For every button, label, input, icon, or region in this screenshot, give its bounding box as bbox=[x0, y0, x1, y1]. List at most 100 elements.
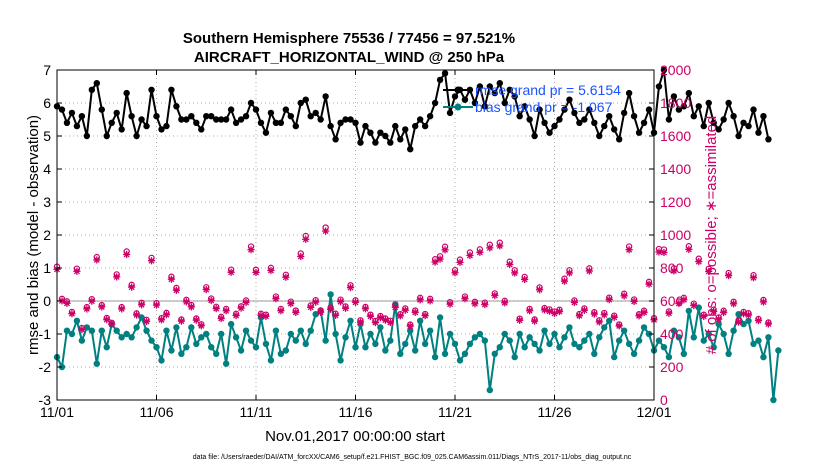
bias-point bbox=[227, 320, 235, 328]
bias-point bbox=[402, 340, 409, 348]
obs-assimilated-marker bbox=[749, 274, 758, 282]
y-left-tick-label: -2 bbox=[39, 359, 52, 375]
bias-point bbox=[93, 360, 101, 367]
obs-assimilated-marker bbox=[152, 301, 161, 309]
obs-assimilated-marker bbox=[118, 305, 126, 313]
y-right-tick-label: 1600 bbox=[660, 128, 691, 144]
y-right-tick-label: 600 bbox=[660, 293, 684, 309]
rmse-point bbox=[173, 103, 180, 110]
obs-assimilated-marker bbox=[267, 266, 275, 275]
y-right-tick-label: 1200 bbox=[660, 194, 691, 210]
obs-assimilated-marker bbox=[665, 309, 673, 317]
rmse-point bbox=[188, 113, 195, 120]
y-right-tick-label: 1000 bbox=[660, 227, 691, 243]
plot-series bbox=[53, 66, 782, 404]
data-file-footer: data file: /Users/raeder/DAI/ATM_forcXX/… bbox=[193, 454, 632, 461]
obs-assimilated-marker bbox=[670, 267, 678, 275]
rmse-point bbox=[372, 139, 379, 146]
bias-point bbox=[611, 353, 618, 361]
bias-point bbox=[277, 350, 285, 357]
bias-point bbox=[63, 327, 71, 334]
obs-assimilated-marker bbox=[98, 303, 106, 311]
rmse-point bbox=[436, 76, 444, 84]
bias-point bbox=[655, 337, 663, 344]
bias-point bbox=[292, 337, 299, 344]
bias-point bbox=[237, 347, 245, 354]
obs-assimilated-marker bbox=[486, 244, 494, 252]
obs-assimilated-marker bbox=[317, 308, 325, 316]
rmse-point bbox=[342, 116, 349, 123]
rmse-point bbox=[63, 119, 71, 127]
bias-point bbox=[367, 330, 374, 338]
rmse-point bbox=[237, 116, 245, 123]
rmse-point bbox=[501, 99, 508, 107]
rmse-point bbox=[725, 99, 732, 107]
rmse-point bbox=[426, 113, 434, 120]
obs-assimilated-marker bbox=[446, 300, 454, 308]
rmse-point bbox=[720, 116, 727, 123]
rmse-point bbox=[222, 116, 230, 123]
obs-assimilated-marker bbox=[605, 296, 613, 304]
obs-assimilated-marker bbox=[282, 273, 290, 281]
obs-assimilated-marker bbox=[685, 245, 693, 253]
series-rmse bbox=[53, 66, 772, 153]
bias-point bbox=[516, 330, 523, 338]
obs-assimilated-marker bbox=[416, 296, 424, 304]
x-tick-label: 11/01 bbox=[40, 404, 74, 420]
obs-assimilated-marker bbox=[312, 298, 320, 306]
bias-point bbox=[581, 337, 588, 344]
obs-assimilated-marker bbox=[734, 318, 743, 326]
bias-point bbox=[322, 337, 329, 344]
bias-point bbox=[546, 340, 553, 348]
bias-point bbox=[148, 337, 155, 344]
obs-assimilated-marker bbox=[182, 298, 190, 306]
obs-assimilated-marker bbox=[705, 267, 713, 276]
rmse-point bbox=[83, 132, 91, 140]
obs-assimilated-marker bbox=[83, 305, 91, 313]
rmse-point bbox=[431, 99, 439, 107]
obs-assimilated-marker bbox=[635, 312, 643, 320]
rmse-point bbox=[397, 136, 404, 143]
rmse-point bbox=[620, 109, 628, 117]
rmse-point bbox=[382, 132, 389, 140]
bias-point bbox=[198, 334, 205, 341]
bias-point bbox=[541, 327, 548, 334]
rmse-point bbox=[183, 116, 190, 123]
obs-assimilated-marker bbox=[565, 269, 574, 277]
bias-point bbox=[720, 330, 727, 338]
bias-point bbox=[456, 357, 464, 364]
obs-assimilated-marker bbox=[431, 258, 439, 266]
rmse-point bbox=[740, 119, 747, 127]
bias-point bbox=[471, 334, 479, 341]
rmse-point bbox=[461, 96, 469, 103]
rmse-point bbox=[93, 80, 101, 87]
bias-point bbox=[481, 337, 489, 344]
x-tick-label: 12/01 bbox=[636, 404, 671, 420]
rmse-point bbox=[88, 86, 96, 94]
rmse-point bbox=[123, 89, 130, 97]
obs-assimilated-marker bbox=[660, 248, 668, 257]
rmse-point bbox=[247, 99, 255, 107]
rmse-point bbox=[705, 99, 712, 107]
rmse-point bbox=[700, 122, 707, 130]
obs-assimilated-marker bbox=[690, 302, 698, 310]
bias-point bbox=[222, 360, 230, 367]
bias-point bbox=[287, 330, 295, 338]
bias-point bbox=[133, 324, 140, 331]
rmse-point bbox=[193, 119, 200, 127]
rmse-point bbox=[561, 106, 568, 113]
obs-assimilated-marker bbox=[197, 322, 205, 330]
y-left-tick-label: 5 bbox=[43, 128, 51, 144]
rmse-point bbox=[556, 116, 563, 123]
y-right-tick-label: 2000 bbox=[660, 62, 691, 78]
obs-assimilated-marker bbox=[172, 286, 180, 294]
obs-assimilated-marker bbox=[257, 311, 265, 319]
bias-point bbox=[138, 314, 145, 321]
obs-assimilated-marker bbox=[744, 311, 753, 319]
rmse-point bbox=[596, 132, 603, 140]
rmse-point bbox=[471, 99, 479, 107]
bias-point bbox=[750, 340, 757, 348]
rmse-point bbox=[292, 122, 299, 130]
rmse-point bbox=[407, 146, 414, 153]
rmse-point bbox=[208, 113, 215, 120]
